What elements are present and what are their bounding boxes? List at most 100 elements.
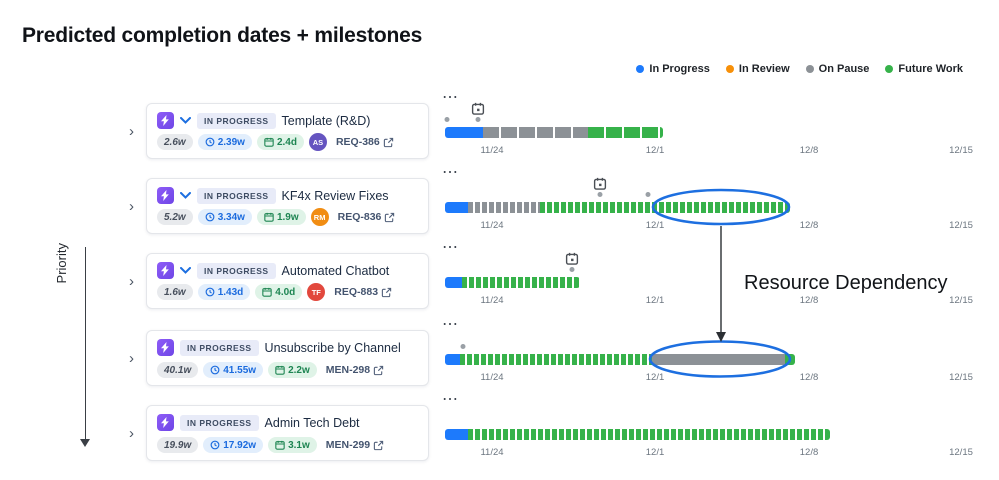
external-link-icon <box>373 440 384 450</box>
status-badge: IN PROGRESS <box>197 112 276 129</box>
milestone-marker[interactable] <box>471 102 485 122</box>
clock-icon <box>210 365 220 375</box>
clock-icon <box>205 287 215 297</box>
task-card[interactable]: IN PROGRESS Template (R&D) 2.6w 2.39w 2.… <box>146 103 429 159</box>
ticket-link[interactable]: REQ-836 <box>338 211 396 223</box>
clock-icon <box>205 137 215 147</box>
task-card[interactable]: IN PROGRESS Automated Chatbot 1.6w 1.43d… <box>146 253 429 309</box>
more-options-icon[interactable]: ⋯ <box>442 391 459 408</box>
expand-row-chevron[interactable]: › <box>129 350 134 367</box>
time-tracking-pill: 3.34w <box>197 209 252 225</box>
legend-item: In Review <box>725 63 790 75</box>
more-options-icon[interactable]: ⋯ <box>442 89 459 106</box>
calendar-icon <box>275 440 285 450</box>
legend-dot <box>636 65 645 73</box>
status-badge: IN PROGRESS <box>197 187 276 204</box>
date-label: 12/15 <box>949 145 973 156</box>
ticket-link[interactable]: REQ-386 <box>336 136 394 148</box>
priority-axis-label: Priority <box>54 243 69 284</box>
legend-label: Future Work <box>898 63 963 75</box>
effort-estimate-pill: 19.9w <box>157 437 199 453</box>
bar-segment-future[interactable] <box>460 354 652 365</box>
milestone-calendar-icon <box>593 177 607 190</box>
legend-item: Future Work <box>885 63 963 75</box>
task-card[interactable]: IN PROGRESS KF4x Review Fixes 5.2w 3.34w… <box>146 178 429 234</box>
date-label: 12/15 <box>949 447 973 458</box>
avatar: AS <box>308 133 327 151</box>
legend-item: On Pause <box>805 63 870 75</box>
expand-row-chevron[interactable]: › <box>129 123 134 140</box>
bar-segment-on-pause[interactable] <box>652 354 785 365</box>
bar-segment-future[interactable] <box>468 429 830 440</box>
bar-segment-future[interactable] <box>540 202 790 213</box>
date-label: 12/1 <box>645 145 665 156</box>
duration-pill: 2.2w <box>268 362 317 378</box>
milestone-marker[interactable] <box>565 252 579 272</box>
bar-segment-on-pause[interactable] <box>483 127 588 138</box>
clock-icon <box>210 440 220 450</box>
chevron-down-icon[interactable] <box>180 267 191 274</box>
status-badge: IN PROGRESS <box>180 414 259 431</box>
legend-label: On Pause <box>818 63 870 75</box>
bar-segment-in-progress[interactable] <box>445 354 460 365</box>
expand-row-chevron[interactable]: › <box>129 198 134 215</box>
milestone-stem-dot <box>475 117 481 122</box>
legend-dot <box>725 65 734 73</box>
task-card[interactable]: IN PROGRESS Unsubscribe by Channel 40.1w… <box>146 330 429 386</box>
external-link-icon <box>373 365 384 375</box>
expand-row-chevron[interactable]: › <box>129 425 134 442</box>
external-link-icon <box>385 212 395 222</box>
task-card-metrics: 19.9w 17.92w 3.1w MEN-299 <box>157 437 418 453</box>
date-label: 12/8 <box>799 145 819 156</box>
date-label: 11/24 <box>480 220 504 231</box>
date-label: 11/24 <box>480 372 504 383</box>
task-name: Template (R&D) <box>281 113 371 128</box>
story-type-icon <box>157 262 174 279</box>
legend-dot <box>885 65 894 73</box>
external-link-icon <box>383 137 393 147</box>
bar-segment-future[interactable] <box>785 354 795 365</box>
more-options-icon[interactable]: ⋯ <box>442 239 459 256</box>
date-label: 12/8 <box>799 447 819 458</box>
chevron-down-icon[interactable] <box>180 192 191 199</box>
timeline-row: ⋯ 11/24 12/1 12/8 12/15 <box>437 391 995 465</box>
time-tracking-pill: 41.55w <box>203 362 264 378</box>
bar-segment-in-progress[interactable] <box>445 277 462 288</box>
event-dot <box>460 344 466 349</box>
date-label: 12/1 <box>645 372 665 383</box>
date-label: 12/8 <box>799 220 819 231</box>
chevron-down-icon[interactable] <box>180 117 191 124</box>
duration-pill: 1.9w <box>256 209 306 225</box>
bar-segment-on-pause[interactable] <box>468 202 540 213</box>
task-card-header: IN PROGRESS KF4x Review Fixes <box>157 187 418 204</box>
ticket-link[interactable]: MEN-298 <box>326 364 384 376</box>
date-label: 12/1 <box>645 220 665 231</box>
date-label: 12/8 <box>799 372 819 383</box>
task-card-header: IN PROGRESS Admin Tech Debt <box>157 414 418 431</box>
bar-segment-in-progress[interactable] <box>445 202 468 213</box>
story-type-icon <box>157 339 174 356</box>
milestone-calendar-icon <box>565 252 579 265</box>
milestone-marker[interactable] <box>593 177 607 197</box>
more-options-icon[interactable]: ⋯ <box>442 316 459 333</box>
calendar-icon <box>264 212 274 222</box>
expand-row-chevron[interactable]: › <box>129 273 134 290</box>
page-title: Predicted completion dates + milestones <box>22 24 423 48</box>
legend-dot <box>805 65 814 73</box>
bar-segment-in-progress[interactable] <box>445 429 468 440</box>
ticket-link[interactable]: REQ-883 <box>334 286 392 298</box>
milestone-stem-dot <box>569 267 575 272</box>
date-label: 12/15 <box>949 220 973 231</box>
date-label: 12/8 <box>799 295 819 306</box>
bar-segment-future[interactable] <box>462 277 580 288</box>
ticket-link[interactable]: MEN-299 <box>326 439 384 451</box>
legend-item: In Progress <box>636 63 710 75</box>
bar-segment-future[interactable] <box>588 127 663 138</box>
status-badge: IN PROGRESS <box>180 339 259 356</box>
resource-dependency-label: Resource Dependency <box>744 272 948 294</box>
task-card[interactable]: IN PROGRESS Admin Tech Debt 19.9w 17.92w… <box>146 405 429 461</box>
more-options-icon[interactable]: ⋯ <box>442 164 459 181</box>
avatar: RM <box>310 208 329 226</box>
bar-segment-in-progress[interactable] <box>445 127 483 138</box>
date-label: 11/24 <box>480 145 504 156</box>
